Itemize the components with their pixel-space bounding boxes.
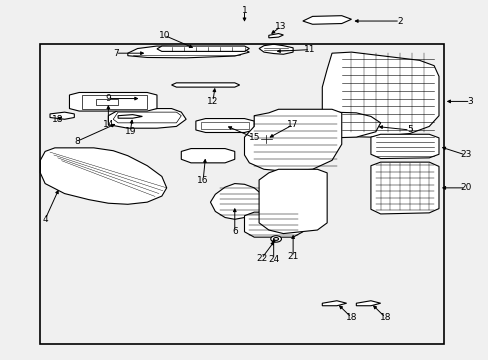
Ellipse shape [143, 96, 148, 101]
Polygon shape [118, 114, 142, 118]
Polygon shape [40, 148, 166, 204]
Polygon shape [171, 83, 239, 87]
Text: 14: 14 [102, 120, 114, 129]
Ellipse shape [273, 238, 278, 240]
Text: 3: 3 [467, 97, 472, 106]
Polygon shape [268, 33, 283, 38]
Polygon shape [370, 134, 438, 158]
Bar [40, 44, 443, 344]
Text: 2: 2 [396, 17, 402, 26]
Polygon shape [322, 301, 346, 306]
Polygon shape [259, 44, 292, 54]
Text: 12: 12 [207, 97, 218, 106]
Polygon shape [259, 169, 326, 234]
Text: 8: 8 [74, 137, 80, 146]
Polygon shape [69, 93, 157, 111]
Text: 9: 9 [105, 94, 111, 103]
Polygon shape [196, 118, 254, 132]
Polygon shape [127, 46, 249, 58]
Polygon shape [210, 184, 264, 219]
Text: 6: 6 [231, 227, 237, 236]
Text: 17: 17 [287, 120, 298, 129]
Text: 16: 16 [197, 176, 208, 185]
Text: 23: 23 [459, 150, 470, 159]
Text: 21: 21 [287, 252, 298, 261]
Text: 11: 11 [304, 45, 315, 54]
Text: 18: 18 [379, 313, 390, 322]
Text: 22: 22 [255, 254, 266, 263]
Ellipse shape [270, 236, 281, 242]
Bar [81, 95, 147, 109]
Ellipse shape [260, 135, 272, 143]
Polygon shape [50, 112, 74, 119]
Polygon shape [157, 46, 249, 51]
Text: 18: 18 [51, 116, 63, 125]
Polygon shape [317, 112, 380, 138]
Text: 5: 5 [406, 126, 412, 135]
Ellipse shape [132, 94, 147, 104]
Polygon shape [356, 301, 380, 306]
Bar [96, 99, 118, 105]
Text: 1: 1 [241, 6, 247, 15]
Text: 18: 18 [345, 313, 357, 322]
Text: 19: 19 [124, 127, 136, 136]
Polygon shape [302, 16, 351, 24]
Polygon shape [108, 109, 186, 128]
Polygon shape [244, 109, 341, 171]
Polygon shape [181, 149, 234, 163]
Polygon shape [322, 52, 438, 137]
Text: 4: 4 [42, 215, 48, 224]
Text: 13: 13 [275, 22, 286, 31]
Text: 20: 20 [459, 183, 470, 192]
Text: 15: 15 [248, 133, 260, 142]
Text: 10: 10 [158, 31, 170, 40]
Polygon shape [370, 162, 438, 214]
Text: 24: 24 [267, 255, 279, 264]
Text: 7: 7 [113, 49, 118, 58]
Polygon shape [244, 212, 302, 237]
